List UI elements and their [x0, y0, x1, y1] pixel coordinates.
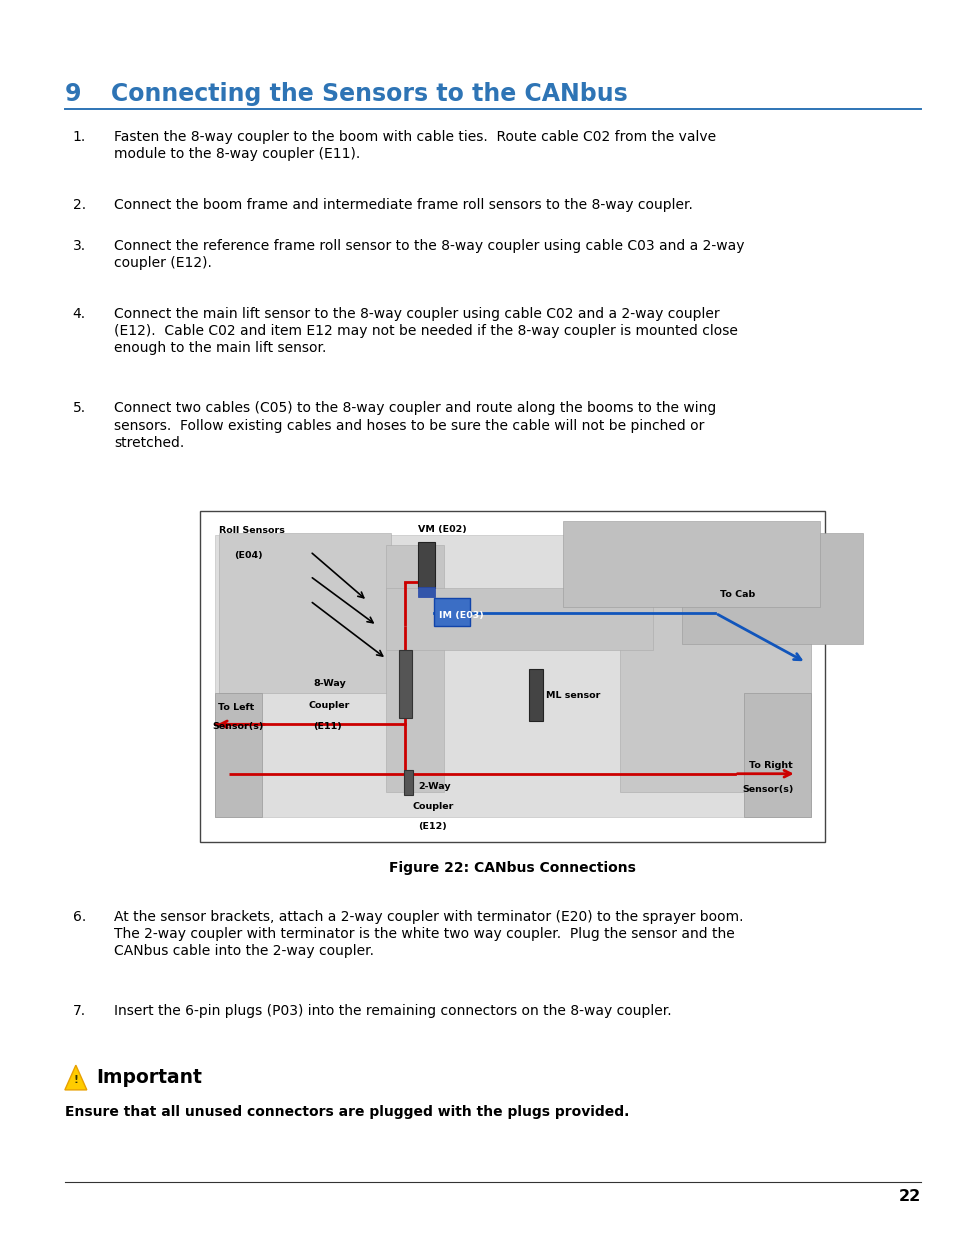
Text: Coupler: Coupler: [412, 803, 453, 811]
Text: (E04): (E04): [233, 551, 262, 561]
Bar: [386, 546, 443, 793]
Text: 22: 22: [898, 1189, 920, 1204]
Bar: [619, 546, 810, 793]
Text: Connect the boom frame and intermediate frame roll sensors to the 8-way coupler.: Connect the boom frame and intermediate …: [114, 198, 693, 211]
Text: Fasten the 8-way coupler to the boom with cable ties.  Route cable C02 from the : Fasten the 8-way coupler to the boom wit…: [114, 130, 716, 161]
Text: To Cab: To Cab: [720, 590, 755, 599]
Text: (E11): (E11): [313, 722, 341, 731]
Bar: [214, 536, 810, 818]
Bar: [562, 521, 820, 608]
Text: 7.: 7.: [72, 1004, 86, 1018]
Bar: [386, 589, 653, 651]
Text: Figure 22: CANbus Connections: Figure 22: CANbus Connections: [389, 862, 636, 876]
Text: Roll Sensors: Roll Sensors: [219, 526, 285, 536]
Text: Connect the reference frame roll sensor to the 8-way coupler using cable C03 and: Connect the reference frame roll sensor …: [114, 240, 744, 270]
Text: VM (E02): VM (E02): [417, 525, 466, 535]
Text: 2-Way: 2-Way: [417, 783, 450, 792]
Text: Coupler: Coupler: [308, 701, 349, 710]
Bar: [219, 534, 391, 694]
Text: Insert the 6-pin plugs (P03) into the remaining connectors on the 8-way coupler.: Insert the 6-pin plugs (P03) into the re…: [114, 1004, 672, 1018]
Bar: [743, 694, 810, 818]
Text: 8-Way: 8-Way: [313, 679, 345, 688]
Text: 5.: 5.: [72, 401, 86, 415]
Text: 4.: 4.: [72, 308, 86, 321]
Text: To Left: To Left: [217, 703, 253, 713]
Bar: [434, 599, 470, 626]
Bar: [681, 534, 862, 645]
Bar: [417, 588, 435, 598]
Text: Connecting the Sensors to the CANbus: Connecting the Sensors to the CANbus: [111, 82, 627, 105]
Text: 1.: 1.: [72, 130, 86, 143]
Text: To Right: To Right: [748, 761, 792, 771]
Text: IM (E03): IM (E03): [438, 611, 483, 620]
Text: (E12): (E12): [417, 823, 446, 831]
Bar: [200, 511, 824, 842]
Bar: [403, 771, 413, 795]
Text: !: !: [73, 1074, 78, 1084]
Bar: [417, 542, 435, 589]
Text: ML sensor: ML sensor: [545, 692, 599, 700]
Text: Connect the main lift sensor to the 8-way coupler using cable C02 and a 2-way co: Connect the main lift sensor to the 8-wa…: [114, 308, 738, 356]
Bar: [214, 694, 262, 818]
Text: Sensor(s): Sensor(s): [213, 721, 264, 731]
Text: 9: 9: [65, 82, 81, 105]
Text: Important: Important: [96, 1068, 202, 1087]
Text: Ensure that all unused connectors are plugged with the plugs provided.: Ensure that all unused connectors are pl…: [65, 1105, 629, 1119]
Bar: [398, 651, 412, 719]
Polygon shape: [65, 1066, 87, 1091]
Text: 3.: 3.: [72, 240, 86, 253]
Text: At the sensor brackets, attach a 2-way coupler with terminator (E20) to the spra: At the sensor brackets, attach a 2-way c…: [114, 910, 743, 958]
Text: 6.: 6.: [72, 910, 86, 924]
Text: Connect two cables (C05) to the 8-way coupler and route along the booms to the w: Connect two cables (C05) to the 8-way co…: [114, 401, 716, 450]
Text: 2.: 2.: [72, 198, 86, 211]
Text: Sensor(s): Sensor(s): [741, 785, 793, 794]
Bar: [529, 669, 542, 721]
